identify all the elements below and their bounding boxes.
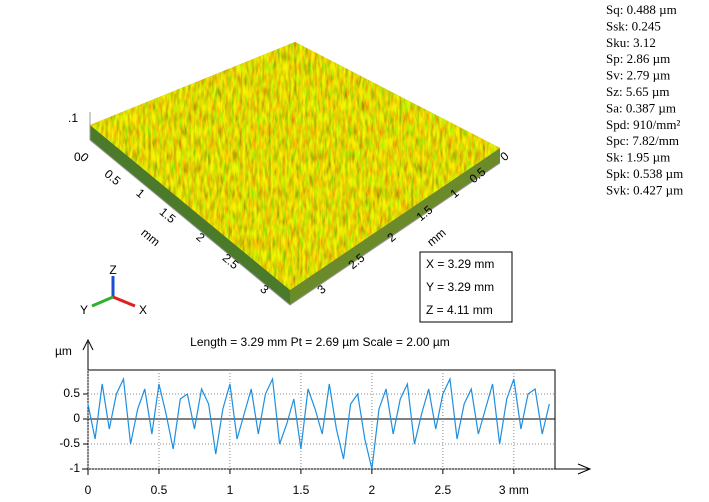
dimension: Z = 4.11 mm (426, 303, 493, 317)
parameter: Sv: 2.79 µm (606, 68, 670, 83)
y-axis-label: µm (55, 344, 72, 358)
parameter: Sp: 2.86 µm (606, 51, 670, 66)
dimension: Y = 3.29 mm (426, 280, 494, 294)
x-tick-label: 0.5 (151, 483, 168, 497)
left-axis-label: 1 (133, 186, 147, 201)
left-axis-label: mm (138, 226, 162, 250)
x-arrow (577, 463, 592, 475)
parameter: Spd: 910/mm² (606, 117, 680, 132)
right-axis-label: mm (424, 226, 448, 250)
dimension: X = 3.29 mm (426, 257, 494, 271)
parameter: Sku: 3.12 (606, 35, 656, 50)
left-axis-label: 3 (257, 282, 271, 297)
x-tick-label: 3 mm (499, 483, 529, 497)
y-tick-label: -0.5 (59, 436, 80, 450)
y-tick-label: -1 (69, 461, 80, 475)
triad-label: Z (109, 263, 116, 277)
surface-side (290, 148, 500, 305)
y-tick-label: 0.5 (63, 386, 80, 400)
triad-x (112, 295, 136, 308)
parameter: Spc: 7.82/mm (606, 133, 679, 148)
x-tick-label: 0 (85, 483, 92, 497)
parameter: Sz: 5.65 µm (606, 84, 669, 99)
parameter: Sq: 0.488 µm (606, 2, 677, 17)
x-tick-label: 1.5 (293, 483, 310, 497)
left-axis-label: 2 (193, 230, 207, 245)
profile-title: Length = 3.29 mm Pt = 2.69 µm Scale = 2.… (190, 335, 450, 349)
parameter: Sk: 1.95 µm (606, 150, 670, 165)
triad-label: Y (80, 303, 88, 317)
x-tick-label: 1 (227, 483, 234, 497)
x-tick-label: 2.5 (435, 483, 452, 497)
y-arrow (82, 338, 94, 351)
x-tick-label: 2 (369, 483, 376, 497)
z-label: 0 (74, 150, 81, 164)
surface-texture (90, 42, 500, 290)
surface-side (90, 125, 290, 305)
surface-frame (89, 139, 501, 306)
y-tick-label: 0 (73, 411, 80, 425)
profile-line (87, 376, 550, 470)
triad-y (91, 295, 114, 308)
parameter: Spk: 0.538 µm (606, 166, 683, 181)
dimension-box (419, 251, 513, 323)
parameter: Sa: 0.387 µm (606, 100, 676, 115)
left-axis-label: 0.5 (102, 167, 124, 189)
parameter: Ssk: 0.245 (606, 18, 661, 33)
z-label: .1 (68, 111, 78, 125)
triad-label: X (139, 303, 147, 317)
parameter: Svk: 0.427 µm (606, 182, 683, 197)
